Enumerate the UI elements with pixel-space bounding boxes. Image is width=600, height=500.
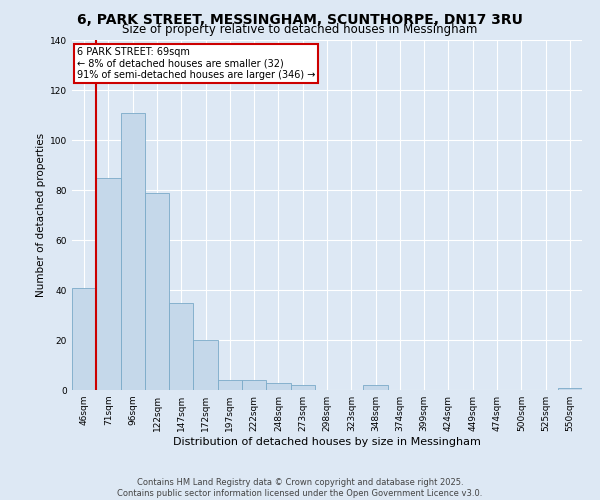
Bar: [290, 385, 315, 390]
Bar: [169, 302, 193, 390]
Bar: [266, 382, 290, 390]
X-axis label: Distribution of detached houses by size in Messingham: Distribution of detached houses by size …: [173, 437, 481, 447]
Bar: [218, 380, 242, 390]
Bar: [72, 288, 96, 390]
Bar: [242, 380, 266, 390]
Bar: [364, 385, 388, 390]
Bar: [121, 112, 145, 390]
Text: Contains HM Land Registry data © Crown copyright and database right 2025.
Contai: Contains HM Land Registry data © Crown c…: [118, 478, 482, 498]
Bar: [558, 388, 582, 390]
Text: Size of property relative to detached houses in Messingham: Size of property relative to detached ho…: [122, 22, 478, 36]
Bar: [96, 178, 121, 390]
Bar: [193, 340, 218, 390]
Bar: [145, 192, 169, 390]
Text: 6, PARK STREET, MESSINGHAM, SCUNTHORPE, DN17 3RU: 6, PARK STREET, MESSINGHAM, SCUNTHORPE, …: [77, 12, 523, 26]
Y-axis label: Number of detached properties: Number of detached properties: [36, 133, 46, 297]
Text: 6 PARK STREET: 69sqm
← 8% of detached houses are smaller (32)
91% of semi-detach: 6 PARK STREET: 69sqm ← 8% of detached ho…: [77, 47, 316, 80]
